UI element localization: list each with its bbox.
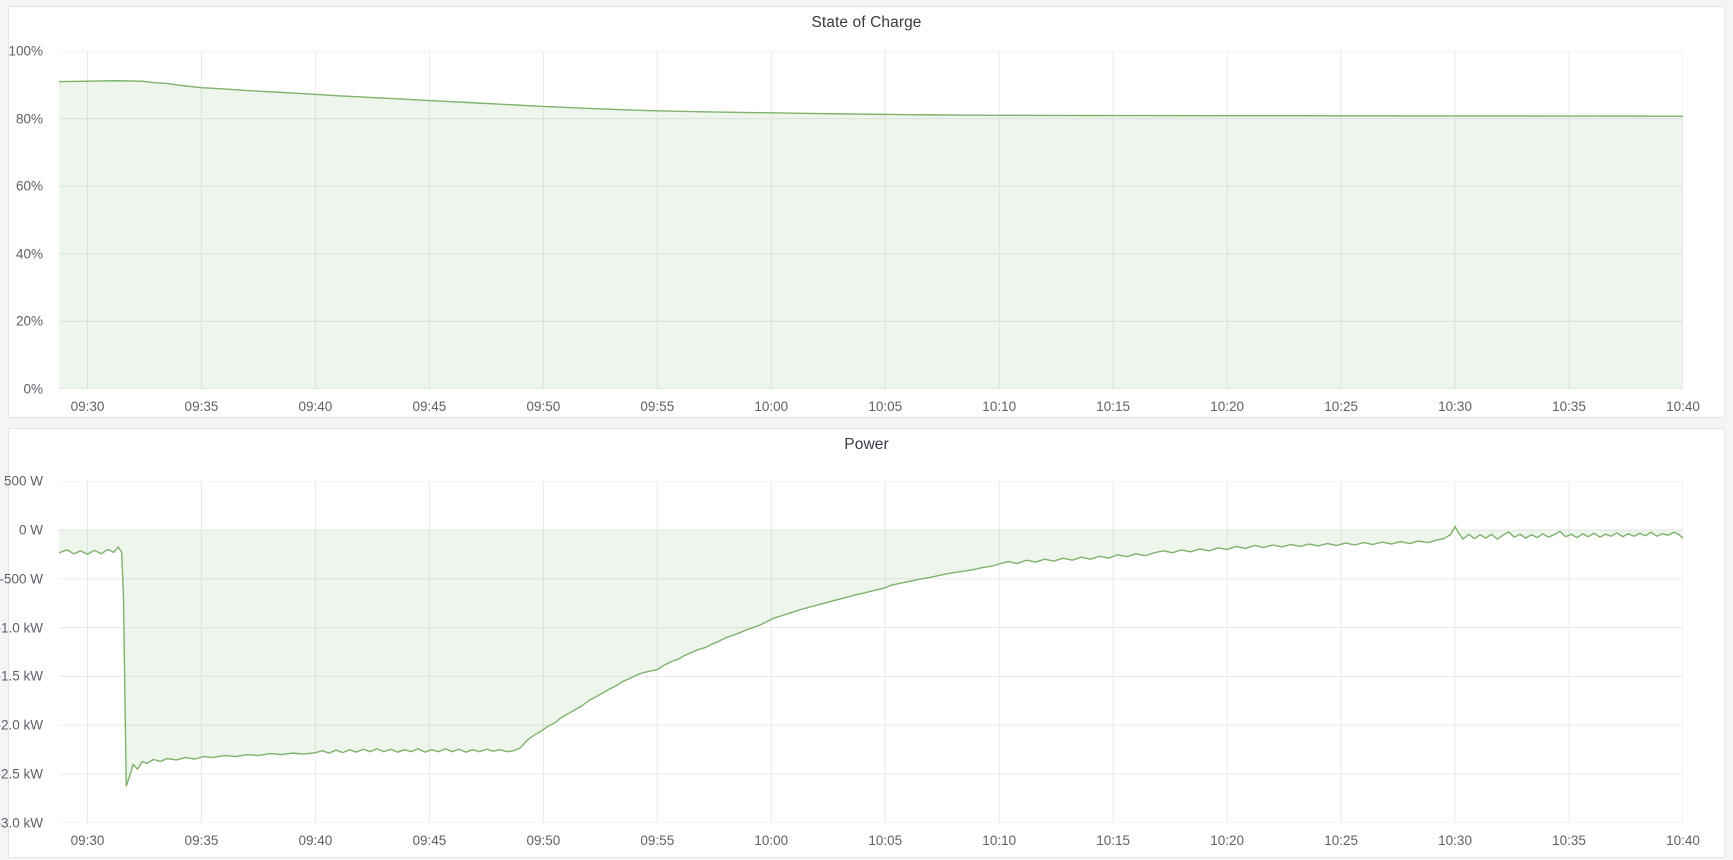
plot-area[interactable]	[59, 481, 1683, 823]
series-area	[59, 80, 1683, 389]
x-tick-label: 09:35	[184, 833, 219, 848]
panel-power: Power 500 W 0 W -500 W -1.0 kW -1.5 kW -2.0 k…	[0, 428, 1725, 858]
y-axis-labels: 500 W 0 W -500 W -1.0 kW -1.5 kW -2.0 kW -2.5 …	[0, 474, 53, 829]
x-tick-label: 10:40	[1666, 833, 1700, 848]
x-tick-label: 10:35	[1552, 833, 1586, 848]
x-tick-label: 09:40	[298, 833, 333, 848]
series-line	[59, 525, 1683, 787]
x-tick-label: 09:45	[412, 399, 447, 414]
x-tick-label: 10:20	[1210, 833, 1245, 848]
plot-area[interactable]	[59, 51, 1683, 389]
chart-svg	[59, 481, 1683, 823]
x-tick-label: 09:55	[640, 833, 675, 848]
panel-title: State of Charge	[811, 14, 922, 31]
x-tick-label: 09:40	[298, 399, 333, 414]
panel-title: Power	[844, 436, 889, 453]
y-tick-label: 100%	[8, 43, 43, 59]
x-tick-label: 10:35	[1552, 399, 1586, 414]
y-tick-label: 60%	[15, 178, 43, 194]
x-tick-label: 10:15	[1096, 399, 1131, 414]
y-tick-label: 0%	[23, 381, 43, 397]
x-tick-label: 10:40	[1666, 399, 1700, 414]
panel-state-of-charge-header[interactable]: State of Charge	[9, 7, 1724, 39]
x-tick-label: 09:30	[70, 833, 105, 848]
x-tick-label: 10:20	[1210, 399, 1245, 414]
series-line	[59, 80, 1683, 117]
x-tick-label: 10:30	[1438, 399, 1472, 414]
y-tick-label: 80%	[15, 110, 43, 126]
x-tick-label: 10:10	[982, 833, 1017, 848]
panel-power-header[interactable]: Power	[9, 429, 1724, 461]
y-tick-label: -1.0 kW	[0, 619, 43, 635]
x-axis-labels: 09:30 09:35 09:40 09:45 09:50 09:55 10:00 10:05…	[59, 827, 1700, 849]
y-tick-label: -500 W	[0, 570, 43, 586]
y-tick-label: 20%	[15, 313, 43, 329]
x-tick-label: 10:00	[754, 399, 789, 414]
grid-lines	[59, 481, 1683, 823]
y-tick-label: 0 W	[18, 522, 43, 538]
y-tick-label: 40%	[15, 246, 43, 262]
x-tick-label: 09:45	[412, 833, 447, 848]
x-tick-label: 09:50	[526, 399, 561, 414]
chart-svg	[59, 51, 1683, 389]
x-tick-label: 10:30	[1438, 833, 1472, 848]
y-axis-labels: 0% 20% 40% 60% 80% 100%	[8, 44, 53, 395]
x-tick-label: 09:35	[184, 399, 219, 414]
x-tick-label: 10:25	[1324, 399, 1359, 414]
x-tick-label: 10:00	[754, 833, 789, 848]
x-tick-label: 09:30	[70, 399, 105, 414]
x-tick-label: 10:15	[1096, 833, 1131, 848]
grid-lines	[59, 51, 1683, 389]
series-area	[59, 526, 1683, 786]
x-tick-label: 09:55	[640, 399, 675, 414]
panel-state-of-charge: State of Charge 0% 20% 40% 60% 80% 100% 09:30…	[8, 6, 1725, 418]
x-axis-labels: 09:30 09:35 09:40 09:45 09:50 09:55 10:00 10:05…	[59, 393, 1700, 415]
y-tick-label: -2.0 kW	[0, 717, 43, 733]
y-tick-label: -1.5 kW	[0, 668, 43, 684]
x-tick-label: 10:05	[868, 399, 903, 414]
x-tick-label: 10:05	[868, 833, 903, 848]
x-tick-label: 10:25	[1324, 833, 1359, 848]
y-tick-label: 500 W	[3, 473, 43, 489]
x-tick-label: 09:50	[526, 833, 561, 848]
y-tick-label: -3.0 kW	[0, 815, 43, 831]
x-tick-label: 10:10	[982, 399, 1017, 414]
y-tick-label: -2.5 kW	[0, 766, 43, 782]
